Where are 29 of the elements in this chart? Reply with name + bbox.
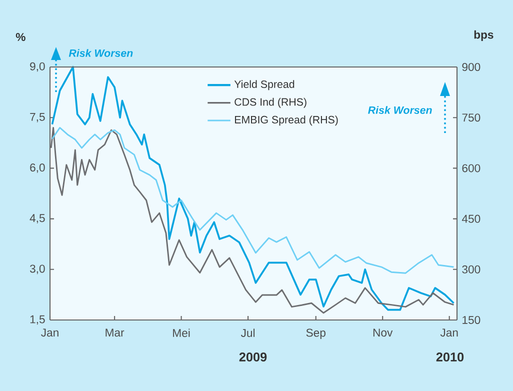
annotation: Risk Worsen	[368, 106, 432, 114]
legend-label: CDS Ind (RHS)	[234, 98, 306, 108]
legend-label: Yield Spread	[234, 80, 294, 90]
x-tick-label: Jan	[440, 328, 458, 337]
x-tick-label: Jan	[41, 328, 58, 337]
legend-label: EMBIG Spread (RHS)	[235, 116, 338, 126]
y-tick-label: 1,5	[30, 315, 45, 325]
y-tick-label: 4,5	[30, 214, 45, 224]
x-tick-label: Mei	[173, 328, 190, 338]
x-tick-label: Sep	[306, 328, 326, 339]
y2-tick-label: 450	[462, 214, 480, 223]
y-tick-label: 6,0	[30, 164, 45, 173]
y-tick-label: 9,0	[30, 62, 45, 72]
y2-tick-label: 750	[462, 114, 480, 122]
y2-tick-label: 150	[462, 316, 480, 324]
y-tick-label: 7,5	[30, 112, 45, 122]
x-tick-label: Nov	[373, 328, 393, 337]
x-tick-label: Mar	[106, 328, 124, 337]
y2-tick-label: 300	[462, 265, 480, 274]
text: 2009	[239, 352, 267, 362]
y2-tick-label: 600	[462, 164, 480, 172]
y2-tick-label: 900	[462, 62, 480, 72]
y-axis-title: %	[16, 32, 26, 41]
text: 2010	[436, 352, 464, 362]
y2-axis-title: bps	[474, 30, 494, 41]
text: Risk Worsen	[68, 49, 133, 57]
y-tick-label: 3,0	[30, 264, 45, 274]
x-tick-label: Jul	[240, 328, 255, 338]
line-series	[51, 126, 454, 274]
